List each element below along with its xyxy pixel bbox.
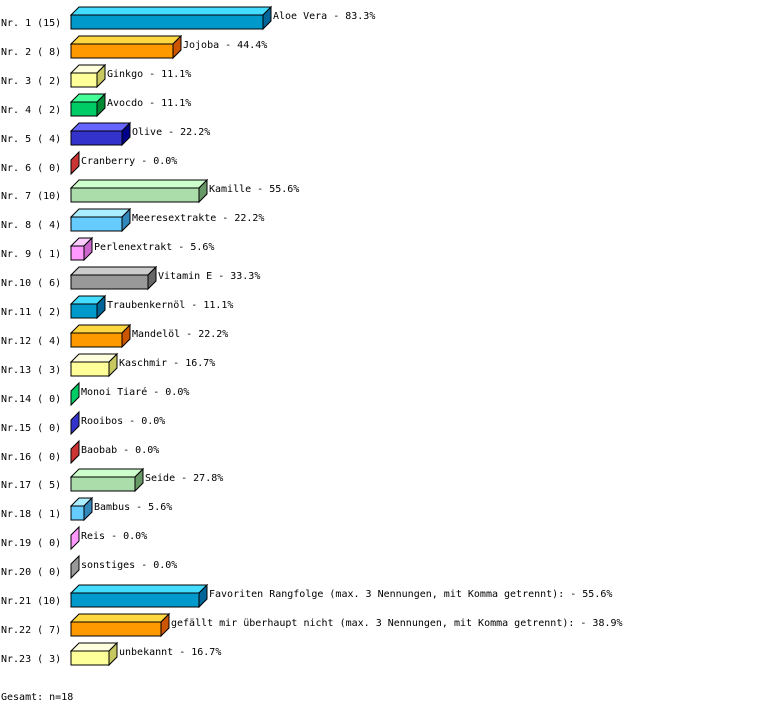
bar-top	[69, 266, 158, 276]
bar-top	[69, 179, 209, 189]
bar-top	[69, 6, 273, 16]
row-label: Nr.20 ( 0)	[1, 567, 61, 578]
value-label: sonstiges - 0.0%	[81, 560, 177, 571]
row-label: Nr.21 (10)	[1, 596, 61, 607]
bar-top	[69, 324, 132, 334]
bar-side	[108, 641, 118, 667]
bar	[70, 14, 264, 30]
bar-top	[69, 35, 183, 45]
value-label: Avocdo - 11.1%	[107, 98, 191, 109]
value-label: Seide - 27.8%	[145, 473, 223, 484]
bar	[70, 101, 98, 117]
value-label: Favoriten Rangfolge (max. 3 Nennungen, m…	[209, 589, 612, 600]
row-label: Nr. 2 ( 8)	[1, 47, 61, 58]
value-label: Monoi Tiaré - 0.0%	[81, 386, 189, 398]
value-label: Rooibos - 0.0%	[81, 416, 165, 427]
value-label: Meeresextrakte - 22.2%	[132, 213, 264, 224]
row-label: Nr. 5 ( 4)	[1, 134, 61, 145]
bar-side	[198, 178, 208, 204]
value-label: Kaschmir - 16.7%	[119, 358, 215, 369]
row-label: Nr. 4 ( 2)	[1, 105, 61, 116]
value-label: Olive - 22.2%	[132, 127, 210, 138]
row-label: Nr. 3 ( 2)	[1, 76, 61, 87]
value-label: Vitamin E - 33.3%	[158, 271, 260, 282]
row-label: Nr.23 ( 3)	[1, 654, 61, 665]
bar-side	[160, 612, 170, 638]
bar-side	[70, 150, 80, 176]
bar-side	[96, 294, 106, 320]
bar	[70, 592, 200, 608]
bar-top	[69, 468, 145, 478]
value-label: Reis - 0.0%	[81, 531, 147, 542]
bar	[70, 72, 98, 88]
bar	[70, 621, 162, 637]
row-label: Nr.22 ( 7)	[1, 625, 61, 636]
bar-side	[108, 352, 118, 378]
value-label: Perlenextrakt - 5.6%	[94, 242, 214, 253]
row-label: Nr. 1 (15)	[1, 18, 61, 29]
row-label: Nr. 6 ( 0)	[1, 163, 61, 174]
bar	[70, 274, 149, 290]
bar-side	[70, 554, 80, 580]
value-label: Cranberry - 0.0%	[81, 156, 177, 167]
row-label: Nr.13 ( 3)	[1, 365, 61, 376]
bar-top	[69, 122, 132, 132]
bar	[70, 216, 123, 232]
bar	[70, 650, 110, 666]
bar-side	[121, 323, 131, 349]
bar-side	[83, 496, 93, 522]
bar-side	[70, 525, 80, 551]
row-label: Nr.19 ( 0)	[1, 538, 61, 549]
value-label: Aloe Vera - 83.3%	[273, 11, 375, 22]
bar	[70, 476, 136, 492]
row-label: Nr.11 ( 2)	[1, 307, 61, 318]
bar-side	[96, 63, 106, 89]
bar	[70, 505, 85, 521]
bar	[70, 361, 110, 377]
value-label: Ginkgo - 11.1%	[107, 69, 191, 80]
bar-side	[172, 34, 182, 60]
row-label: Nr.15 ( 0)	[1, 423, 61, 434]
row-label: Nr.10 ( 6)	[1, 278, 61, 289]
bar-side	[121, 121, 131, 147]
bar	[70, 130, 123, 146]
bar	[70, 187, 200, 203]
bar	[70, 332, 123, 348]
value-label: Kamille - 55.6%	[209, 184, 299, 195]
row-label: Nr. 8 ( 4)	[1, 220, 61, 231]
row-label: Nr.17 ( 5)	[1, 480, 61, 491]
bar-side	[70, 439, 80, 465]
bar-side	[147, 265, 157, 291]
bar-side	[83, 236, 93, 262]
row-label: Nr. 9 ( 1)	[1, 249, 61, 260]
bar-side	[96, 92, 106, 118]
value-label: gefällt mir überhaupt nicht (max. 3 Nenn…	[171, 618, 623, 629]
bar-top	[69, 613, 171, 623]
bar-side	[70, 410, 80, 436]
value-label: Mandelöl - 22.2%	[132, 329, 228, 340]
bar	[70, 245, 85, 261]
row-label: Nr.16 ( 0)	[1, 452, 61, 463]
total-count: Gesamt: n=18	[1, 692, 74, 703]
bar-side	[262, 5, 272, 31]
row-label: Nr.14 ( 0)	[1, 394, 61, 405]
bar-side	[70, 381, 80, 407]
bar	[70, 43, 174, 59]
value-label: Jojoba - 44.4%	[183, 40, 267, 51]
row-label: Nr. 7 (10)	[1, 191, 61, 202]
bar-side	[134, 467, 144, 493]
bar-side	[121, 207, 131, 233]
value-label: Bambus - 5.6%	[94, 502, 172, 513]
value-label: unbekannt - 16.7%	[119, 647, 221, 658]
value-label: Traubenkernöl - 11.1%	[107, 300, 233, 311]
value-label: Baobab - 0.0%	[81, 445, 159, 456]
bar	[70, 303, 98, 319]
bar-top	[69, 584, 209, 594]
row-label: Nr.12 ( 4)	[1, 336, 61, 347]
bar-side	[198, 583, 208, 609]
bar-top	[69, 208, 132, 218]
row-label: Nr.18 ( 1)	[1, 509, 61, 520]
